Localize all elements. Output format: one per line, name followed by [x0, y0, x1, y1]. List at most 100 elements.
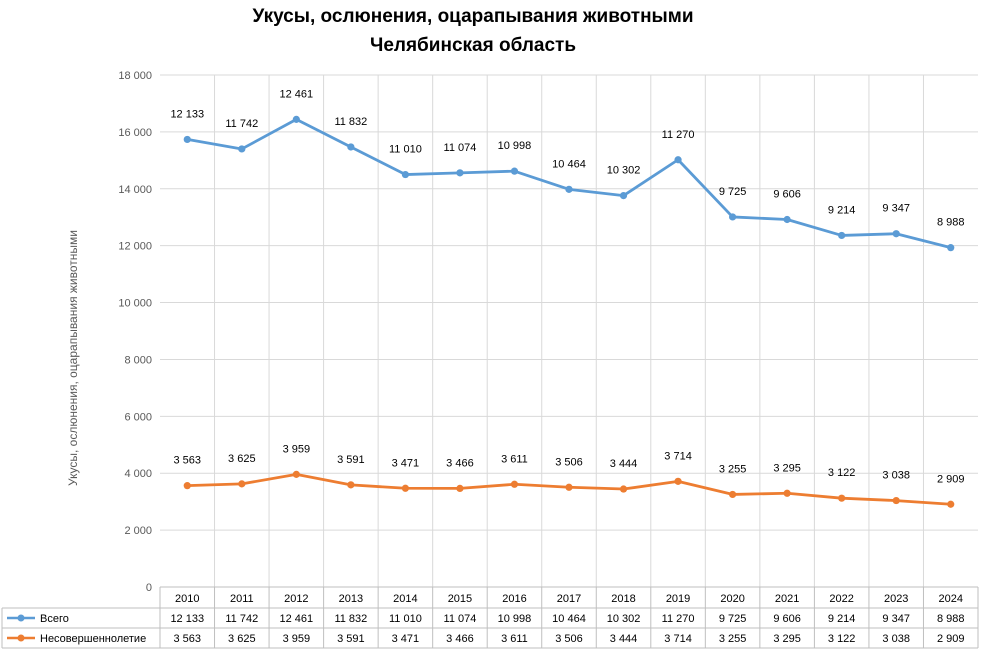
table-cell: 10 464	[552, 613, 586, 625]
data-point	[510, 167, 519, 175]
y-tick-label: 0	[146, 582, 152, 594]
data-point	[947, 500, 955, 508]
legend-entry: Всего	[40, 613, 69, 625]
data-point	[783, 215, 791, 224]
data-point	[238, 145, 246, 153]
data-labels: 12 133 11 742 12 461 11 832 11 010 11 074 10 9…	[170, 88, 964, 485]
data-label: 3 444	[610, 458, 638, 470]
data-point	[347, 481, 355, 489]
data-label: 3 625	[228, 453, 256, 465]
data-label: 12 461	[280, 88, 314, 100]
table-cell: 3 122	[828, 633, 856, 645]
table-cell: 3 563	[174, 633, 202, 645]
data-label: 11 742	[225, 118, 258, 130]
data-label: 3 506	[555, 456, 583, 468]
data-point	[619, 485, 628, 493]
table-cell: 3 295	[773, 633, 801, 645]
data-label: 3 466	[446, 457, 474, 469]
legend-entry: Несовершеннолетие	[40, 633, 146, 645]
table-cell: 11 270	[662, 613, 695, 625]
y-axis-label: Укусы, ослюнения, оцарапывания животными	[66, 230, 80, 486]
data-point	[456, 169, 464, 177]
data-point	[292, 470, 300, 478]
table-cell: 11 074	[444, 613, 477, 625]
data-label: 3 471	[392, 457, 420, 469]
data-point	[892, 496, 900, 505]
data-point	[947, 244, 955, 252]
data-point	[838, 494, 846, 502]
data-point	[838, 231, 846, 240]
data-point	[892, 230, 900, 238]
data-point	[401, 170, 409, 179]
table-cell: 3 255	[719, 633, 747, 645]
table-cell: 11 832	[334, 613, 367, 625]
data-label: 11 832	[334, 116, 367, 128]
table-cell: 10 998	[498, 613, 532, 625]
table-cell: 3 466	[446, 633, 474, 645]
table-cell: 3 591	[337, 633, 365, 645]
data-point	[183, 135, 191, 144]
y-tick-label: 8 000	[124, 354, 152, 366]
table-cell: 11 010	[389, 613, 422, 625]
data-point	[565, 483, 573, 491]
x-tick-label: 2020	[720, 593, 744, 605]
legend-marker	[17, 614, 25, 622]
grid	[160, 74, 978, 587]
table-cell: 3 444	[610, 633, 638, 645]
table-cell: 11 742	[225, 613, 258, 625]
x-tick-label: 2022	[829, 593, 853, 605]
data-point	[401, 484, 409, 492]
table-cell: 12 461	[280, 613, 314, 625]
x-tick-label: 2015	[448, 593, 472, 605]
data-label: 3 611	[501, 453, 528, 465]
x-tick-label: 2016	[502, 593, 526, 605]
x-tick-label: 2010	[175, 593, 199, 605]
data-label: 3 959	[283, 443, 311, 455]
data-label: 10 302	[607, 165, 641, 177]
data-label: 9 347	[882, 203, 910, 215]
table-cell: 3 506	[555, 633, 583, 645]
table-cell: 12 133	[170, 613, 204, 625]
table-cell: 3 714	[664, 633, 692, 645]
data-label: 3 714	[664, 450, 692, 462]
data-label: 11 074	[444, 142, 477, 154]
y-tick-label: 2 000	[124, 525, 152, 537]
data-label: 3 295	[773, 462, 801, 474]
data-point	[729, 213, 737, 221]
data-label: 8 988	[937, 217, 965, 229]
data-point	[619, 192, 628, 200]
chart-subtitle: Челябинская область	[370, 35, 576, 56]
table-cell: 3 471	[392, 633, 420, 645]
data-label: 11 270	[662, 129, 695, 141]
data-label: 12 133	[170, 108, 204, 120]
y-tick-label: 6 000	[124, 411, 152, 423]
data-label: 11 010	[389, 144, 422, 156]
data-point	[292, 115, 300, 123]
data-point	[347, 143, 355, 151]
x-tick-label: 2021	[775, 593, 799, 605]
data-point	[783, 489, 791, 497]
table-cell: 9 606	[773, 613, 801, 625]
table-cell: 2 909	[937, 633, 965, 645]
y-tick-label: 16 000	[118, 127, 152, 139]
table-cell: 3 959	[283, 633, 311, 645]
data-label: 9 725	[719, 186, 747, 198]
data-label: 3 122	[828, 467, 856, 479]
table-cell: 9 214	[828, 613, 856, 625]
x-tick-label: 2019	[666, 593, 690, 605]
y-tick-label: 12 000	[118, 241, 152, 253]
data-point	[565, 185, 573, 193]
data-point	[238, 480, 246, 488]
x-tick-label: 2018	[611, 593, 635, 605]
data-point	[729, 490, 737, 499]
table-cell: 3 611	[501, 633, 528, 645]
table-cell: 9 725	[719, 613, 747, 625]
data-point	[510, 480, 519, 488]
y-tick-label: 14 000	[118, 184, 152, 196]
data-label: 10 998	[498, 140, 532, 152]
data-label: 10 464	[552, 158, 586, 170]
table-cell: 8 988	[937, 613, 965, 625]
x-tick-label: 2011	[230, 593, 254, 605]
